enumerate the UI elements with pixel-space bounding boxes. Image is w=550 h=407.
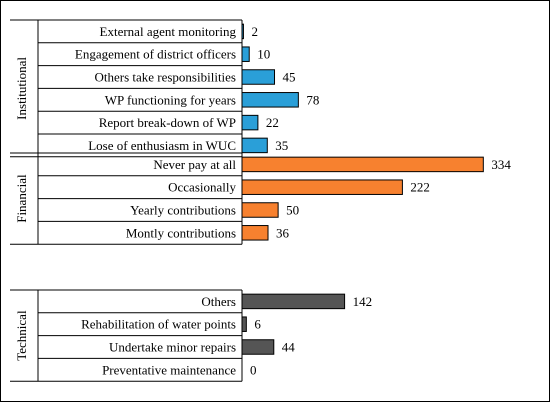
category-label: Report break-down of WP: [99, 115, 236, 130]
category-label: Never pay at all: [153, 157, 236, 172]
bar: [241, 114, 259, 131]
category-label: Others take responsibilities: [94, 70, 236, 85]
bar: [241, 339, 275, 355]
group-label-technical: Technical: [14, 310, 29, 361]
category-label: Others: [201, 294, 236, 309]
group-label-financial: Financial: [14, 174, 29, 223]
bar: [241, 225, 269, 241]
value-label: 78: [306, 92, 319, 107]
bar: [241, 92, 299, 108]
bar: [241, 156, 484, 173]
bar: [241, 316, 247, 332]
value-label: 45: [283, 70, 296, 85]
group-dividers: [10, 19, 243, 382]
value-label: 35: [275, 138, 288, 153]
category-label: Montly contributions: [126, 225, 236, 240]
value-label: 44: [282, 340, 296, 355]
value-label: 36: [276, 225, 290, 240]
value-label: 6: [254, 317, 261, 332]
value-label: 50: [286, 203, 299, 218]
category-label: WP functioning for years: [105, 92, 236, 107]
category-label: Undertake minor repairs: [109, 340, 236, 355]
bar: [241, 46, 250, 62]
bar: [241, 69, 276, 85]
category-label: Occasionally: [168, 180, 236, 195]
group-label-institutional: Institutional: [14, 57, 29, 120]
bar: [241, 202, 279, 218]
value-label: 0: [250, 362, 257, 377]
value-labels: 2 10 45 78 22 35 334 222 50 36 142 6 44 0: [250, 24, 511, 377]
value-label: 142: [353, 294, 373, 309]
category-labels: Institutional External agent monitoring En…: [14, 24, 236, 377]
bar: [241, 23, 244, 40]
value-label: 10: [257, 47, 270, 62]
value-label: 2: [251, 24, 258, 39]
category-label: External agent monitoring: [100, 24, 237, 39]
category-label: Rehabilitation of water points: [81, 317, 236, 332]
value-label: 222: [410, 180, 430, 195]
bar: [241, 137, 268, 154]
bar: [241, 179, 403, 195]
value-label: 334: [491, 157, 511, 172]
category-label: Yearly contributions: [130, 203, 236, 218]
value-label: 22: [266, 115, 279, 130]
bar: [241, 293, 346, 310]
bars: [241, 23, 484, 355]
category-label: Lose of enthusiasm in WUC: [88, 138, 236, 153]
category-label: Preventative maintenance: [102, 362, 236, 377]
category-label: Engagement of district officers: [75, 47, 236, 62]
